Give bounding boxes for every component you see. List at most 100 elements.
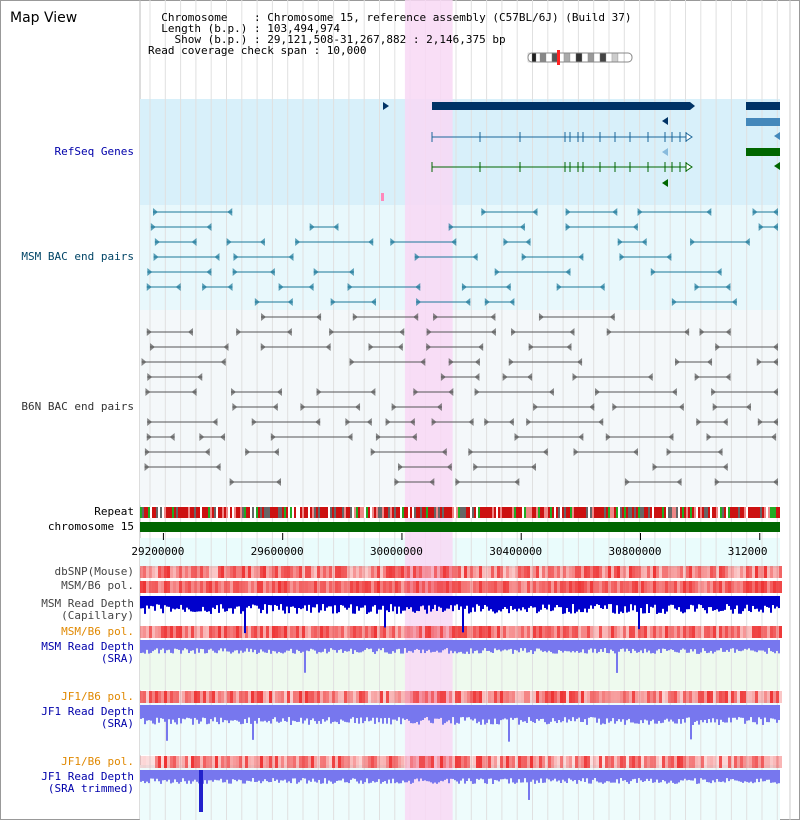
msm-sra-bar	[384, 640, 386, 653]
jf1-trim-bar	[692, 770, 694, 781]
msm-depth-bar	[390, 596, 392, 605]
msm-pol-cell	[476, 581, 479, 593]
track-label-chromosome[interactable]: chromosome 15	[47, 520, 134, 533]
msm-pol-cell	[455, 581, 458, 593]
msm-depth-bar	[628, 596, 630, 612]
jf1-trim-bar	[486, 770, 488, 784]
track-label-msm-bac[interactable]: MSM BAC end pairs	[21, 250, 134, 263]
track-label-refseq[interactable]: RefSeq Genes	[54, 145, 134, 158]
jf1-pol-cell	[191, 691, 194, 703]
msm-sra-bar	[556, 640, 558, 654]
repeat-segment	[696, 507, 698, 518]
msm-pol2-cell	[401, 626, 404, 638]
jf1-pol-cell	[542, 691, 545, 703]
jf1-pol-cell	[353, 691, 356, 703]
track-label-repeat[interactable]: Repeat	[94, 505, 134, 518]
jf1-trim-bar	[736, 770, 738, 781]
msm-pol2-cell	[719, 626, 722, 638]
msm-bac-end	[227, 208, 233, 216]
track-label-msm-pol[interactable]: MSM/B6 pol.	[61, 579, 134, 592]
jf1-sra-bar	[746, 705, 748, 721]
jf1-pol-cell	[401, 691, 404, 703]
msm-pol2-cell	[716, 626, 719, 638]
msm-depth-bar	[468, 596, 470, 614]
dbsnp-cell	[200, 566, 203, 578]
msm-pol-cell	[320, 581, 323, 593]
msm-depth-bar	[690, 596, 692, 605]
msm-depth-bar	[278, 596, 280, 610]
repeat-segment	[236, 507, 238, 518]
jf1-pol-cell	[173, 691, 176, 703]
repeat-segment	[326, 507, 328, 518]
jf1-trim-bar	[422, 770, 424, 781]
msm-pol-cell	[356, 581, 359, 593]
repeat-segment	[580, 507, 582, 518]
msm-pol2-cell	[620, 626, 623, 638]
msm-sra-bar	[528, 640, 530, 653]
jf1-sra-bar	[262, 705, 264, 722]
repeat-segment	[642, 507, 644, 518]
track-label-msm-depth[interactable]: MSM Read Depth (Capillary)	[41, 598, 134, 622]
repeat-segment	[334, 507, 336, 518]
msm-depth-bar	[626, 596, 628, 613]
track-label-jf1-pol[interactable]: JF1/B6 pol.	[61, 690, 134, 703]
jf1-sra-bar	[732, 705, 734, 718]
msm-pol2-cell	[779, 626, 782, 638]
repeat-segment	[232, 507, 234, 518]
b6n-bac-end	[508, 418, 514, 426]
jf1-trim-bar	[440, 770, 442, 781]
msm-pol2-cell	[485, 626, 488, 638]
msm-bac-end	[415, 283, 421, 291]
dbsnp-cell	[308, 566, 311, 578]
jf1-pol-cell	[719, 691, 722, 703]
repeat-segment	[192, 507, 194, 518]
jf1-sra-bar	[530, 705, 532, 721]
msm-bac-end	[650, 268, 656, 276]
b6n-bac-end	[502, 373, 508, 381]
jf1-sra-bar	[406, 705, 408, 719]
repeat-segment	[634, 507, 636, 518]
jf1-trim-bar	[274, 770, 276, 781]
track-label-jf1-sra[interactable]: JF1 Read Depth (SRA)	[41, 706, 134, 730]
jf1-trim-bar	[374, 770, 376, 783]
msm-pol2-cell	[227, 626, 230, 638]
msm-pol2-cell	[287, 626, 290, 638]
repeat-segment	[458, 507, 460, 518]
track-label-msm-pol2[interactable]: MSM/B6 pol.	[61, 625, 134, 638]
jf1-trim-bar	[614, 770, 616, 783]
msm-pol-cell	[215, 581, 218, 593]
jf1-sra-bar	[418, 705, 420, 725]
dbsnp-cell	[770, 566, 773, 578]
jf1-pol-cell	[608, 691, 611, 703]
jf1-pol-cell	[488, 691, 491, 703]
jf1-sra-bar	[632, 705, 634, 723]
jf1-trim-bar	[576, 770, 578, 784]
dbsnp-cell	[512, 566, 515, 578]
msm-bac-end	[758, 223, 764, 231]
b6n-bac-end	[212, 418, 218, 426]
b6n-bac-end	[684, 328, 690, 336]
msm-pol-cell	[242, 581, 245, 593]
repeat-segment	[378, 507, 380, 518]
repeat-segment	[298, 507, 300, 518]
track-label-dbsnp[interactable]: dbSNP(Mouse)	[54, 565, 134, 578]
msm-pol-cell	[197, 581, 200, 593]
jf1-sra-bar	[506, 705, 508, 720]
msm-pol2-cell	[671, 626, 674, 638]
msm-pol2-cell	[518, 626, 521, 638]
jf1-pol-cell	[416, 691, 419, 703]
track-label-b6n-bac[interactable]: B6N BAC end pairs	[21, 400, 134, 413]
repeat-segment	[392, 507, 394, 518]
jf1-pol2-cell	[566, 756, 569, 768]
track-label-jf1-trim[interactable]: JF1 Read Depth (SRA trimmed)	[41, 771, 134, 795]
b6n-bac-end	[508, 358, 514, 366]
jf1-pol2-cell	[590, 756, 593, 768]
msm-sra-bar	[500, 640, 502, 652]
repeat-segment	[742, 507, 744, 518]
track-label-jf1-pol2[interactable]: JF1/B6 pol.	[61, 755, 134, 768]
jf1-pol2-cell	[149, 756, 152, 768]
msm-sra-bar	[450, 640, 452, 651]
track-label-msm-sra[interactable]: MSM Read Depth (SRA)	[41, 641, 134, 665]
msm-sra-bar	[316, 640, 318, 654]
